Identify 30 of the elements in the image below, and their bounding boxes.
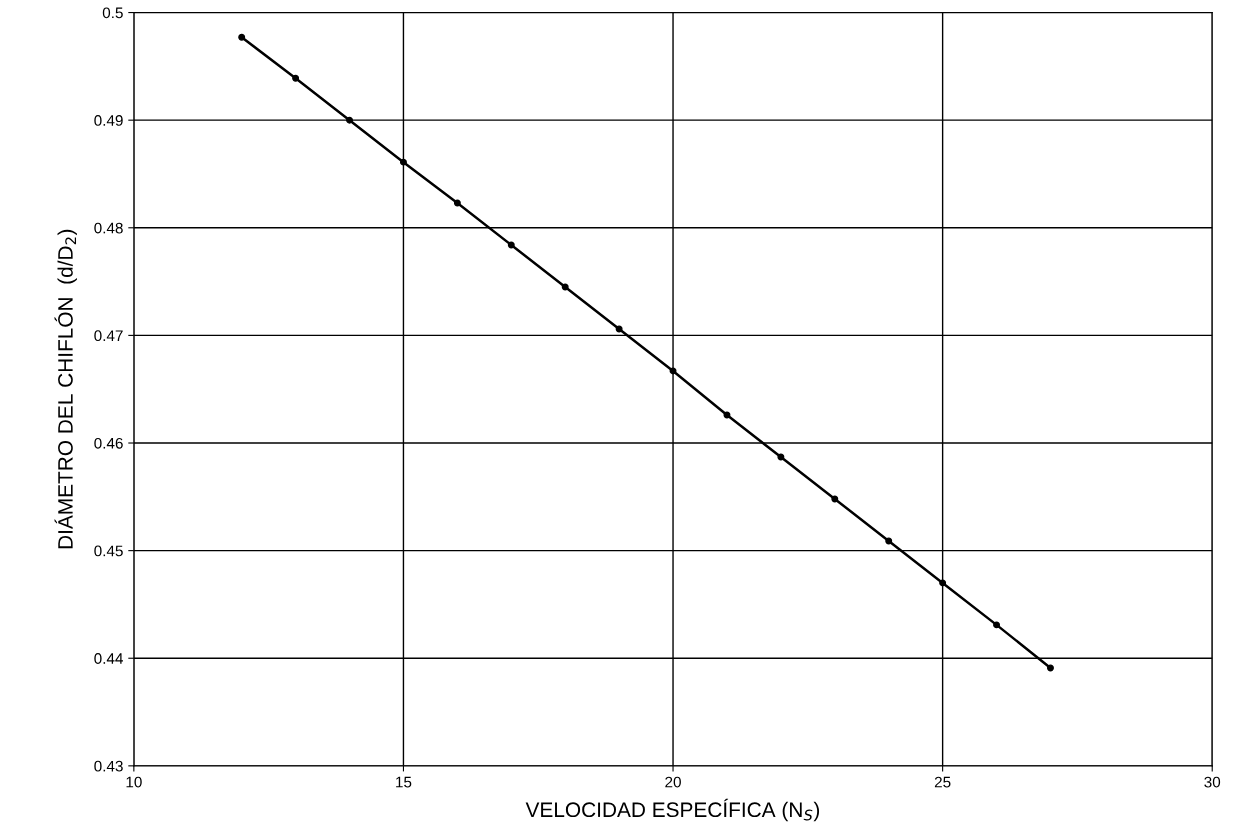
point [831, 495, 839, 503]
y-tick-label: 0.45 [94, 545, 123, 557]
point [238, 33, 246, 41]
point [399, 158, 407, 166]
x-tick-label: 30 [1204, 776, 1221, 788]
y-tick-label: 0.48 [94, 222, 123, 234]
x-tick-label: 10 [126, 776, 142, 788]
point [939, 579, 947, 587]
y-tick-label: 0.5 [102, 7, 123, 19]
point [346, 116, 354, 124]
point [561, 283, 569, 291]
y-axis-title: DIÁMETRO DEL CHIFLÓN (d/D$_{2}$) [54, 229, 77, 549]
point [615, 325, 623, 333]
y-tick-label: 0.46 [94, 437, 123, 449]
y-tick-label: 0.44 [94, 653, 123, 664]
point [993, 621, 1001, 629]
point [669, 367, 677, 375]
y-tick-label: 0.47 [94, 330, 123, 342]
point [292, 74, 300, 82]
point [777, 453, 785, 461]
y-tick-label: 0.43 [94, 760, 123, 772]
point [1046, 664, 1054, 672]
x-axis-title: VELOCIDAD ESPECÍFICA (N$_{S}$) [525, 798, 820, 822]
x-tick-label: 15 [396, 776, 412, 788]
x-tick-label: 25 [934, 776, 951, 788]
point [453, 199, 461, 207]
point [507, 241, 515, 249]
point [885, 537, 893, 545]
x-tick-label: 20 [665, 776, 681, 788]
y-tick-label: 0.49 [94, 115, 123, 126]
